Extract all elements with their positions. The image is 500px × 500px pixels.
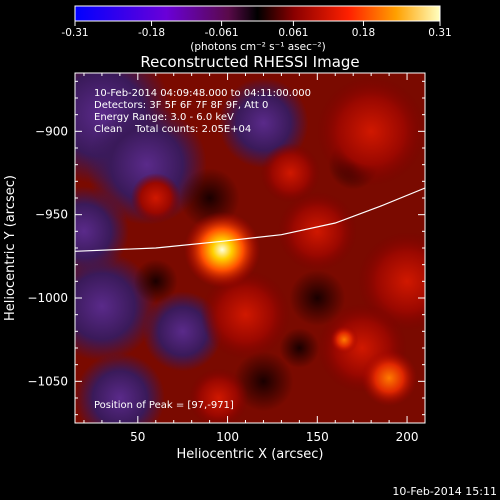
colorbar-tick-label: 0.31: [428, 27, 451, 39]
y-tick-label: −1050: [27, 374, 68, 388]
y-axis-label: Heliocentric Y (arcsec): [3, 175, 18, 321]
annotation-time: 10-Feb-2014 04:09:48.000 to 04:11:00.000: [94, 88, 311, 99]
solar-limb-curve: [75, 187, 425, 252]
y-tick-label: −950: [35, 208, 68, 222]
colorbar-unit-label: (photons cm⁻² s⁻¹ asec⁻²): [190, 41, 325, 53]
emission-region: [277, 191, 358, 272]
chart-title: Reconstructed RHESSI Image: [140, 53, 359, 71]
colorbar: [74, 5, 441, 22]
emission-region: [260, 143, 321, 203]
annotation-clean: Clean Total counts: 2.05E+04: [94, 124, 251, 135]
colorbar-ticks: -0.31 -0.18 -0.061 0.061 0.18 0.31: [61, 21, 452, 39]
dark-patch: [133, 259, 178, 304]
x-tick-label: 150: [306, 430, 329, 444]
annotation-peak-position: Position of Peak = [97,-971]: [94, 400, 234, 411]
y-tick-label: −900: [35, 124, 68, 138]
colorbar-tick-label: -0.061: [205, 27, 239, 39]
negative-region: [75, 353, 165, 423]
x-tick-label: 200: [396, 430, 419, 444]
footer-timestamp: 10-Feb-2014 15:11: [392, 485, 497, 498]
emission-region: [188, 368, 249, 423]
emission-region: [200, 269, 291, 360]
heatmap-image: [75, 73, 425, 423]
dark-patch: [289, 270, 346, 326]
dark-patch: [279, 328, 320, 368]
peak-source: [184, 211, 261, 288]
x-axis: 50 100 150 200: [83, 73, 426, 444]
annotation-detectors: Detectors: 3F 5F 6F 7F 8F 9F, Att 0: [94, 100, 268, 111]
secondary-source: [361, 350, 418, 406]
y-tick-label: −1000: [27, 291, 68, 305]
x-tick-label: 100: [216, 430, 239, 444]
y-axis: −900 −950 −1000 −1050: [27, 80, 425, 416]
emission-region: [130, 173, 181, 223]
colorbar-tick-label: 0.061: [278, 27, 308, 39]
colorbar-tick-label: -0.18: [138, 27, 165, 39]
colorbar-tick-label: 0.18: [352, 27, 375, 39]
x-axis-label: Heliocentric X (arcsec): [177, 447, 324, 462]
colorbar-tick-label: -0.31: [61, 27, 88, 39]
tertiary-source: [330, 325, 359, 354]
emission-region: [316, 76, 425, 187]
x-tick-label: 50: [130, 430, 145, 444]
annotation-energy: Energy Range: 3.0 - 6.0 keV: [94, 112, 234, 123]
